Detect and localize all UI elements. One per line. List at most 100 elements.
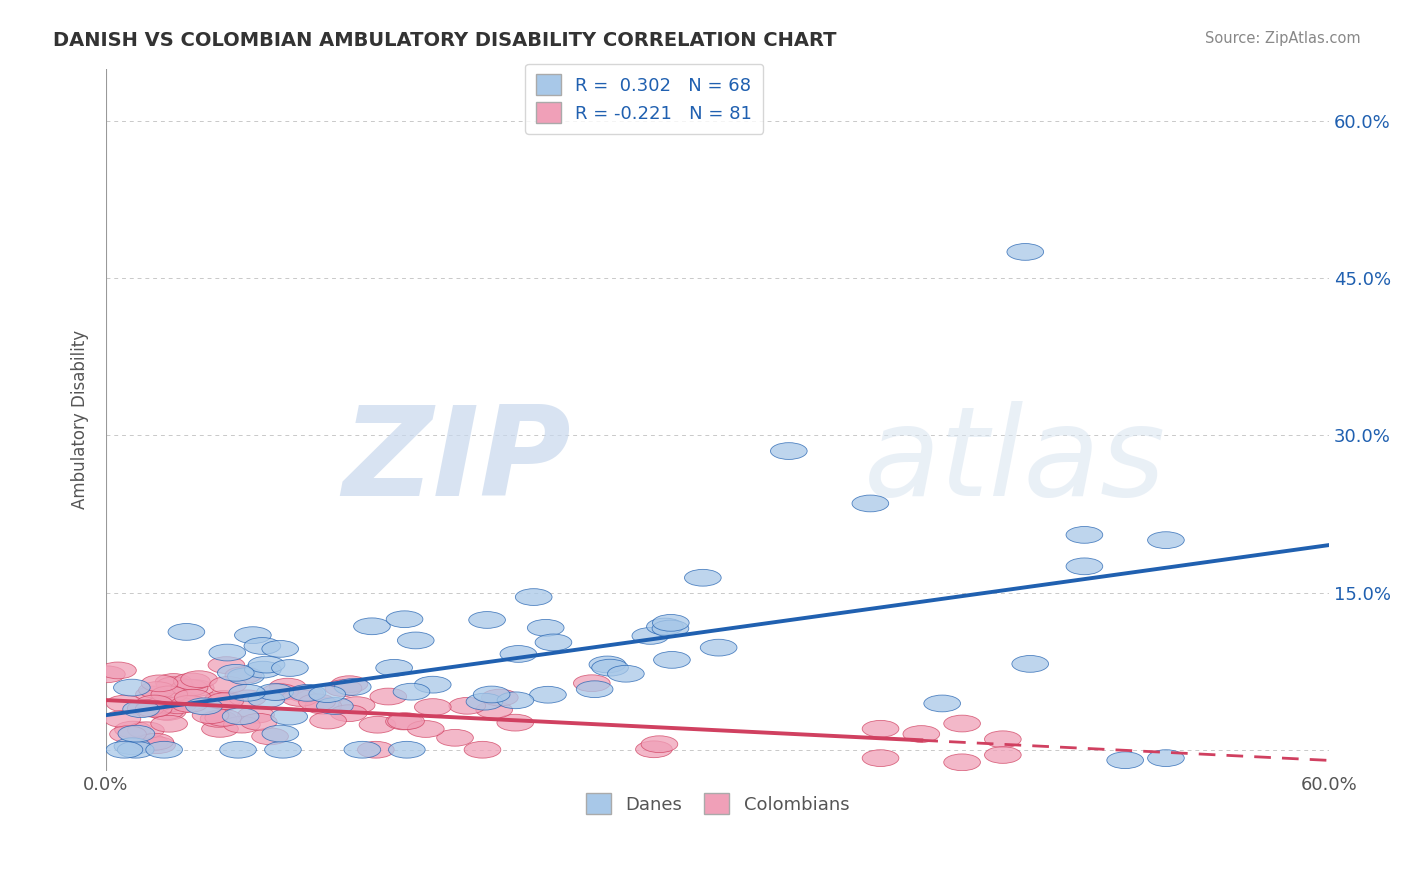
Ellipse shape [229,684,266,701]
Ellipse shape [245,661,281,678]
Ellipse shape [852,495,889,512]
Ellipse shape [388,713,425,730]
Ellipse shape [1012,656,1049,673]
Ellipse shape [201,721,239,738]
Ellipse shape [132,734,169,751]
Ellipse shape [943,754,980,771]
Ellipse shape [464,741,501,758]
Ellipse shape [984,731,1021,747]
Text: ZIP: ZIP [342,401,571,522]
Ellipse shape [271,659,308,676]
Ellipse shape [245,638,281,655]
Ellipse shape [200,710,236,727]
Ellipse shape [139,681,176,698]
Ellipse shape [536,634,572,651]
Ellipse shape [222,708,259,724]
Ellipse shape [589,656,626,673]
Ellipse shape [205,690,242,707]
Ellipse shape [652,620,689,637]
Ellipse shape [174,690,211,706]
Ellipse shape [139,698,176,715]
Ellipse shape [159,697,197,714]
Ellipse shape [325,680,361,697]
Ellipse shape [172,680,208,696]
Ellipse shape [208,657,245,673]
Ellipse shape [481,690,519,706]
Ellipse shape [501,646,537,663]
Ellipse shape [257,683,294,700]
Ellipse shape [527,619,564,636]
Text: DANISH VS COLOMBIAN AMBULATORY DISABILITY CORRELATION CHART: DANISH VS COLOMBIAN AMBULATORY DISABILIT… [53,31,837,50]
Ellipse shape [398,632,434,648]
Text: Source: ZipAtlas.com: Source: ZipAtlas.com [1205,31,1361,46]
Ellipse shape [388,741,425,758]
Ellipse shape [498,692,534,708]
Ellipse shape [592,659,628,676]
Ellipse shape [359,716,396,733]
Ellipse shape [262,684,298,700]
Ellipse shape [181,671,218,688]
Ellipse shape [467,693,503,710]
Ellipse shape [375,659,412,676]
Ellipse shape [136,733,173,750]
Ellipse shape [309,712,346,729]
Ellipse shape [641,736,678,753]
Ellipse shape [249,657,285,673]
Ellipse shape [146,697,183,713]
Ellipse shape [172,696,208,713]
Ellipse shape [468,612,505,628]
Ellipse shape [136,695,173,712]
Ellipse shape [530,686,567,703]
Ellipse shape [128,722,165,739]
Ellipse shape [262,640,298,657]
Ellipse shape [169,624,205,640]
Ellipse shape [105,741,143,758]
Ellipse shape [437,730,474,747]
Ellipse shape [1066,526,1102,543]
Ellipse shape [135,686,172,703]
Ellipse shape [89,666,125,682]
Ellipse shape [141,675,179,691]
Ellipse shape [104,711,141,727]
Ellipse shape [173,673,211,690]
Ellipse shape [415,676,451,693]
Ellipse shape [1107,752,1143,769]
Ellipse shape [607,665,644,682]
Ellipse shape [298,694,336,711]
Ellipse shape [309,686,346,703]
Ellipse shape [114,679,150,696]
Ellipse shape [139,737,176,754]
Ellipse shape [146,703,183,720]
Ellipse shape [474,686,510,703]
Ellipse shape [122,701,159,717]
Ellipse shape [240,714,277,731]
Ellipse shape [150,715,187,732]
Ellipse shape [924,695,960,712]
Ellipse shape [118,725,155,742]
Ellipse shape [316,698,353,714]
Ellipse shape [262,725,298,742]
Ellipse shape [408,721,444,738]
Ellipse shape [229,690,266,706]
Ellipse shape [370,688,406,705]
Ellipse shape [415,698,451,715]
Ellipse shape [107,695,143,712]
Ellipse shape [205,709,242,726]
Ellipse shape [135,700,172,717]
Ellipse shape [219,741,256,758]
Ellipse shape [1066,558,1102,574]
Ellipse shape [654,651,690,668]
Ellipse shape [685,569,721,586]
Ellipse shape [209,644,246,661]
Ellipse shape [115,722,152,738]
Ellipse shape [114,738,150,755]
Ellipse shape [449,698,485,714]
Ellipse shape [862,750,898,766]
Ellipse shape [984,747,1021,764]
Ellipse shape [177,680,214,697]
Ellipse shape [1147,750,1184,766]
Ellipse shape [235,627,271,643]
Ellipse shape [204,692,240,709]
Ellipse shape [290,684,326,701]
Ellipse shape [252,728,288,745]
